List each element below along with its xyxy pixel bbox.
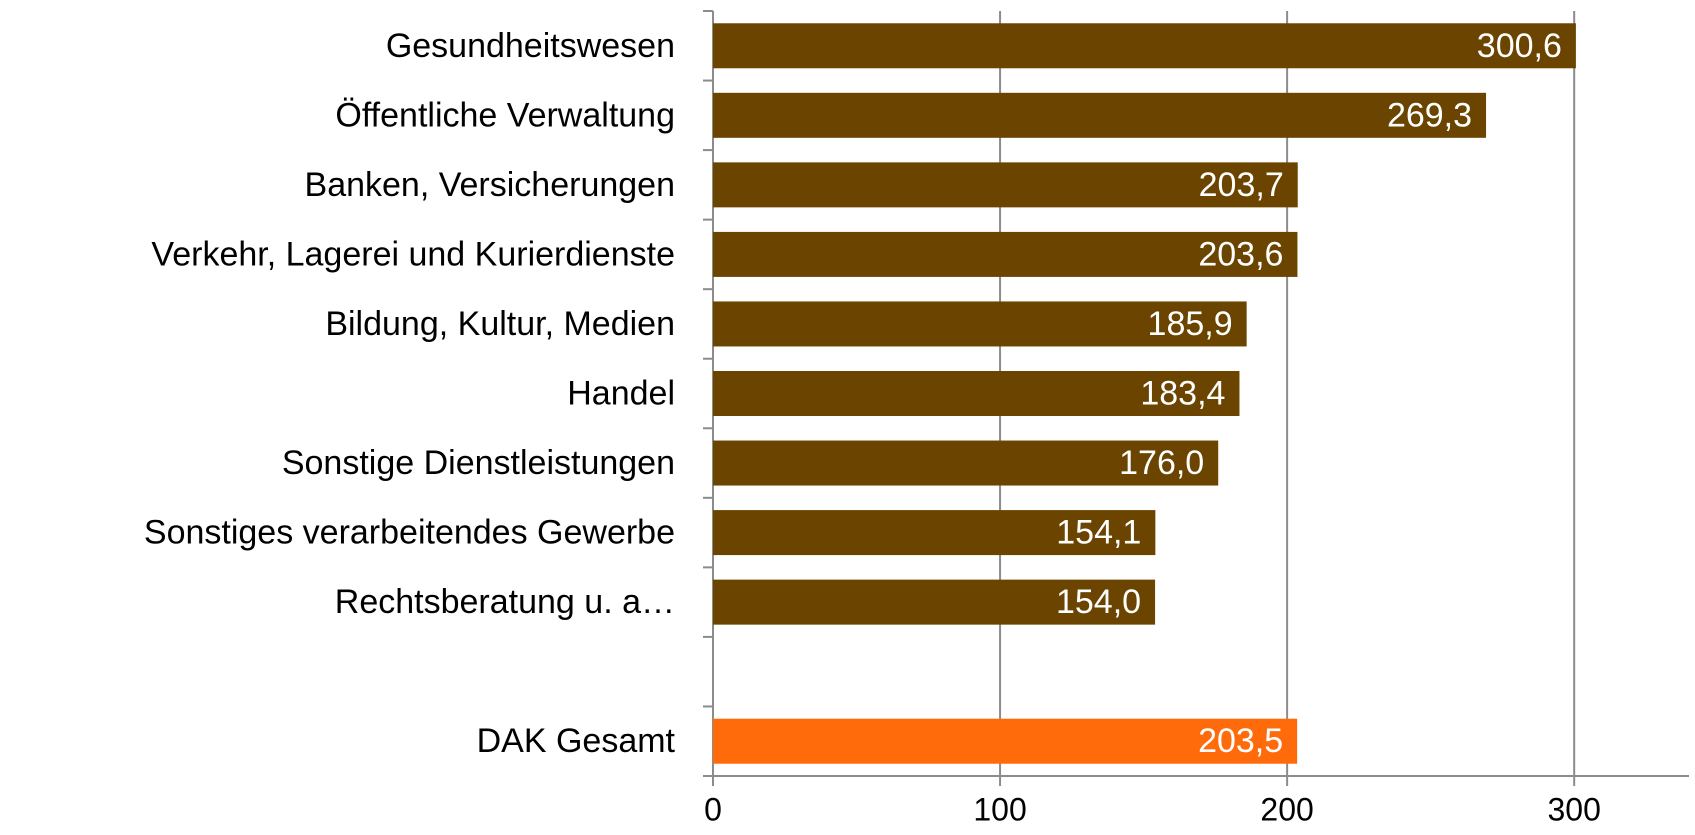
y-tick-label: Bildung, Kultur, Medien: [325, 305, 675, 343]
bar: [713, 579, 1156, 625]
value-label: 154,1: [1056, 514, 1141, 552]
bar: [713, 231, 1298, 277]
value-label: 269,3: [1387, 96, 1472, 134]
x-tick-label: 0: [704, 791, 722, 827]
value-label: 203,6: [1198, 235, 1283, 273]
value-label: 185,9: [1148, 305, 1233, 343]
x-tick-label: 200: [1260, 791, 1313, 827]
y-tick-label: Öffentliche Verwaltung: [335, 96, 675, 134]
y-tick-label: Sonstiges verarbeitendes Gewerbe: [144, 514, 675, 552]
y-tick-label: Rechtsberatung u. a…: [335, 583, 675, 621]
value-label: 154,0: [1056, 583, 1141, 621]
value-label: 183,4: [1140, 374, 1225, 412]
y-tick-label: Gesundheitswesen: [386, 27, 675, 65]
value-label: 300,6: [1477, 27, 1562, 65]
bar: [713, 23, 1576, 69]
bar: [713, 301, 1247, 347]
y-tick-label: Banken, Versicherungen: [305, 166, 675, 204]
bar: [713, 371, 1240, 416]
bar: [713, 162, 1298, 208]
x-tick-label: 100: [973, 791, 1026, 827]
value-label: 203,5: [1198, 722, 1283, 760]
y-tick-label: Handel: [567, 374, 675, 412]
y-tick-label: Sonstige Dienstleistungen: [282, 444, 675, 482]
bar: [713, 718, 1298, 764]
bar: [713, 510, 1156, 556]
bar: [713, 440, 1219, 486]
value-label: 203,7: [1199, 166, 1284, 204]
y-tick-label: Verkehr, Lagerei und Kurierdienste: [151, 235, 675, 273]
y-tick-label: DAK Gesamt: [477, 722, 676, 760]
x-tick-label: 300: [1547, 791, 1600, 827]
bar: [713, 92, 1487, 138]
value-label: 176,0: [1119, 444, 1204, 482]
